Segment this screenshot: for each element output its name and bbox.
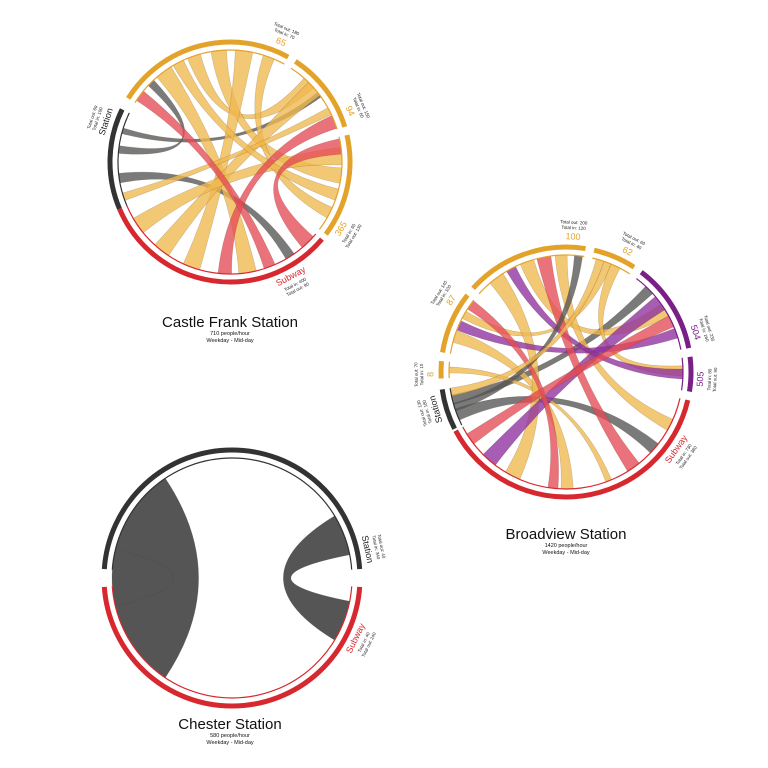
chester-title: Chester Station xyxy=(178,716,282,733)
broadview-label-8: 8 xyxy=(425,372,435,377)
broadview-period: Weekday - Mid-day xyxy=(542,550,590,556)
broadview-label-504: 504 xyxy=(689,324,703,341)
castle-frank-label-94: 94 xyxy=(344,104,357,117)
broadview-inner-arc-station xyxy=(449,388,463,426)
broadview-totals-station-0: Total in: 180 xyxy=(421,399,433,424)
broadview-inner-arc-subway xyxy=(462,398,681,490)
broadview-title: Broadview Station xyxy=(505,526,627,543)
broadview-arc-504 xyxy=(639,270,692,349)
chester-rate: 580 people/hour xyxy=(210,733,250,739)
castle-frank-rate: 710 people/hour xyxy=(210,331,250,337)
castle-frank-inner-arc-station xyxy=(117,112,130,206)
chester-inner-arc-subway xyxy=(111,586,353,699)
castle-frank-arc-94 xyxy=(293,59,348,128)
broadview-arc-62 xyxy=(593,247,636,270)
broadview-totals-100-1: Total out: 200 xyxy=(560,219,588,225)
castle-frank-inner-arc-365 xyxy=(318,136,343,230)
broadview-label-87: 87 xyxy=(444,293,458,307)
castle-frank-inner-arc-94 xyxy=(290,67,338,130)
broadview-label-62: 62 xyxy=(621,244,634,257)
broadview-rate: 1420 people/hour xyxy=(544,543,588,549)
broadview-inner-arc-87 xyxy=(449,299,475,354)
chester-inner-arc-station xyxy=(111,457,353,570)
castle-frank-arc-65 xyxy=(126,39,290,100)
broadview-totals-8-1: Total out: 70 xyxy=(413,362,418,387)
broadview-inner-arc-504 xyxy=(636,278,682,350)
broadview-arc-505 xyxy=(686,356,694,392)
castle-frank-inner-arc-65 xyxy=(134,49,285,103)
castle-frank-title: Castle Frank Station xyxy=(162,314,298,331)
broadview-inner-arc-100 xyxy=(478,254,585,295)
castle-frank-inner-arc-subway xyxy=(126,205,317,275)
castle-frank-title-block: Castle Frank Station 710 people/hour Wee… xyxy=(130,314,330,345)
broadview-arc-subway xyxy=(453,399,691,500)
broadview-totals-505-0: Total in: 80 xyxy=(706,368,712,390)
chester-chord-station-to-subway xyxy=(283,515,351,641)
broadview-totals-8-0: Total in: 10 xyxy=(419,363,424,385)
broadview-title-block: Broadview Station 1420 people/hour Weekd… xyxy=(466,526,666,557)
chester-totals-station-1: Total out: 40 xyxy=(376,534,386,560)
broadview-totals-100-0: Total in: 120 xyxy=(561,225,586,231)
castle-frank-arc-365 xyxy=(323,134,353,236)
castle-frank-arc-subway xyxy=(117,207,324,285)
chester-arc-station xyxy=(101,447,363,570)
broadview-arc-100 xyxy=(471,244,586,291)
castle-frank-label-65: 65 xyxy=(274,35,287,48)
broadview-inner-arc-62 xyxy=(592,257,631,275)
chester-title-block: Chester Station 580 people/hour Weekday … xyxy=(130,716,330,747)
broadview-label-505: 505 xyxy=(695,371,706,387)
chester-arc-subway xyxy=(101,586,363,709)
castle-frank-arc-station xyxy=(107,108,125,210)
broadview-arc-station xyxy=(439,389,457,430)
broadview-inner-arc-505 xyxy=(680,357,684,391)
broadview-totals-505-1: Total out: 90 xyxy=(712,367,718,392)
castle-frank-period: Weekday - Mid-day xyxy=(206,338,254,344)
broadview-label-100: 100 xyxy=(565,231,581,242)
broadview-arc-87 xyxy=(440,293,470,353)
chester-period: Weekday - Mid-day xyxy=(206,740,254,746)
chester-totals-station-0: Total in: 340 xyxy=(371,535,381,560)
